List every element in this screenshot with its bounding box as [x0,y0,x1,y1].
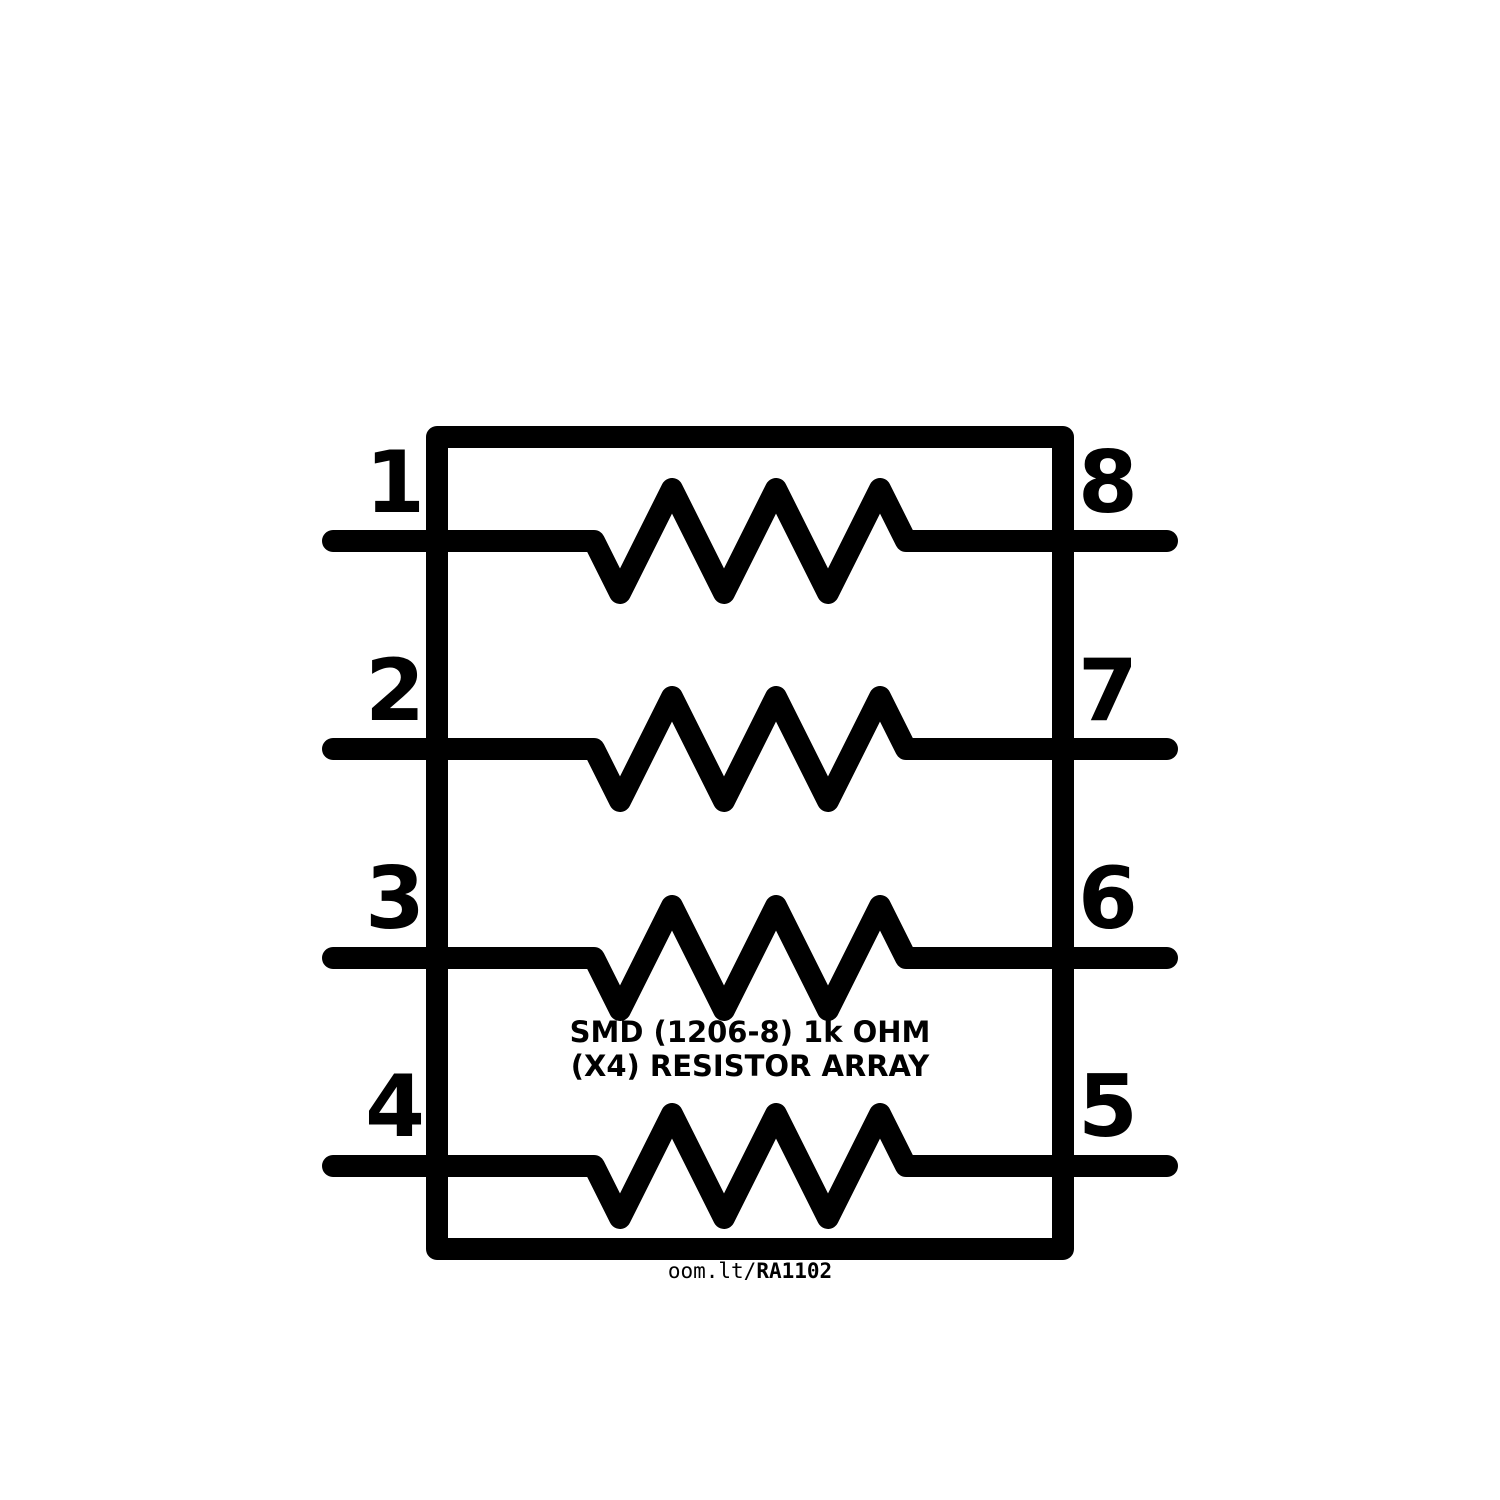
pin-label-8: 8 [1078,433,1138,533]
pin-label-2: 2 [365,641,425,741]
part-link-prefix: oom.lt/ [668,1259,757,1283]
resistor-trace-pin-1-to-8 [322,478,1178,604]
component-description-line1: SMD (1206-8) 1k OHM [570,1015,931,1049]
pin-label-7: 7 [1078,641,1138,741]
pin-label-4: 4 [365,1057,425,1157]
part-link-code: RA1102 [756,1259,832,1283]
pin-label-3: 3 [365,849,425,949]
resistor-trace-pin-4-to-5 [322,1103,1178,1229]
component-description-line2: (X4) RESISTOR ARRAY [571,1049,930,1083]
resistor-group [322,478,1178,1229]
resistor-trace-pin-3-to-6 [322,895,1178,1021]
part-link[interactable]: oom.lt/RA1102 [668,1259,832,1283]
pin-label-6: 6 [1078,849,1138,949]
pin-label-group: 1 2 3 4 8 7 6 5 [365,433,1138,1157]
pin-label-1: 1 [365,433,425,533]
component-body-outline [426,426,1074,1260]
pin-label-5: 5 [1078,1057,1138,1157]
resistor-trace-pin-2-to-7 [322,686,1178,812]
